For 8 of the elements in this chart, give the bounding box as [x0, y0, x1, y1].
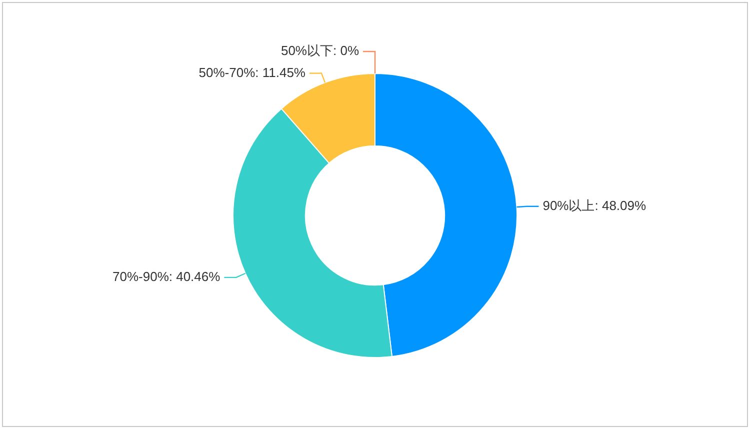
slice-label: 90%以上 [542, 198, 595, 213]
data-label: : 40.46% [168, 269, 221, 284]
data-label: : 11.45% [255, 64, 306, 80]
category-label: 50%以下 [280, 43, 333, 58]
slice-label: 50%-70% [198, 64, 256, 80]
data-label: : 48.09% [594, 198, 646, 213]
slice-label: 70%-90% [112, 269, 170, 284]
text: : 0% [332, 43, 360, 58]
